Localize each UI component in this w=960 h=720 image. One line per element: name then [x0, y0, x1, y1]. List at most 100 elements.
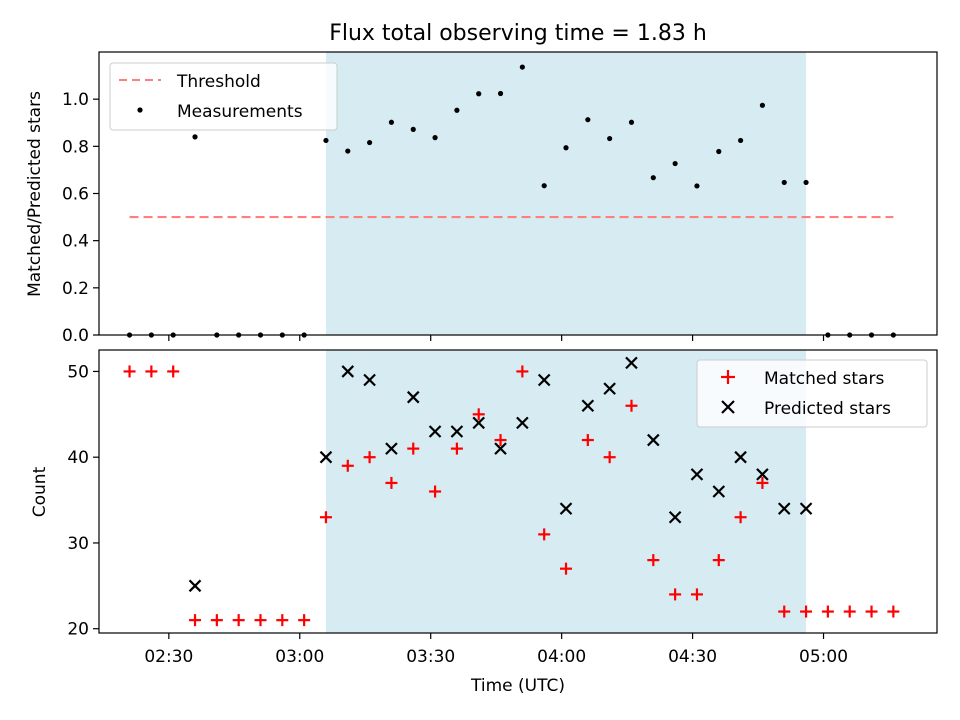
predicted-star-point	[363, 373, 376, 387]
measurement-point	[323, 137, 329, 144]
matched-star-point	[472, 408, 485, 421]
x-tick-label: 04:30	[668, 647, 717, 667]
matched-star-point	[690, 588, 703, 601]
chart-title: Flux total observing time = 1.83 h	[329, 21, 707, 46]
y-tick-label: 20	[67, 620, 89, 640]
y-tick-label: 0.0	[62, 326, 89, 346]
y-tick-label: 0.6	[62, 185, 89, 205]
predicted-star-point	[516, 416, 529, 430]
legend-measurements-swatch	[137, 107, 143, 113]
x-tick-label: 05:00	[799, 647, 848, 667]
measurement-point	[563, 145, 569, 151]
measurement-point	[519, 64, 525, 70]
measurement-point	[541, 183, 547, 189]
matched-star-point	[516, 365, 529, 378]
measurement-point	[476, 91, 482, 97]
bottom-x-axis-label: Time (UTC)	[470, 676, 565, 696]
top-legend: Threshold Measurements	[109, 62, 338, 131]
predicted-star-point	[406, 390, 420, 404]
matched-star-point	[778, 605, 791, 618]
measurement-point	[650, 175, 656, 181]
measurement-point	[803, 179, 809, 186]
predicted-star-point	[188, 579, 202, 593]
predicted-star-point	[777, 502, 791, 515]
bottom-axes-frame	[98, 349, 938, 634]
predicted-star-point	[647, 433, 660, 447]
y-tick-label: 30	[67, 534, 89, 554]
y-tick-label: 0.2	[62, 279, 89, 299]
predicted-star-point	[494, 442, 507, 455]
predicted-star-point	[319, 450, 333, 464]
top-panel: 0.0 0.2 0.4 0.6 0.8 1.0 Matched/Predicted sta…	[25, 51, 938, 346]
matched-star-point	[494, 434, 507, 447]
predicted-star-point	[712, 485, 726, 498]
bottom-legend-box	[696, 359, 928, 428]
predicted-star-point	[668, 510, 682, 524]
top-axes-frame	[98, 51, 938, 336]
predicted-star-point	[756, 468, 769, 481]
measurement-point	[367, 139, 373, 146]
measurement-point	[781, 179, 787, 186]
matched-star-point	[625, 399, 638, 412]
legend-predicted-swatch	[721, 400, 735, 414]
matched-star-point	[407, 442, 420, 455]
measurement-point	[410, 126, 416, 132]
predicted-star-point	[690, 468, 704, 481]
matched-star-point	[210, 614, 223, 627]
measurement-point	[388, 119, 395, 125]
measurement-point	[716, 148, 722, 155]
measurement-point	[628, 119, 635, 125]
predicted-star-point	[341, 365, 355, 378]
measurement-point	[672, 160, 678, 167]
top-observing-band	[325, 52, 807, 335]
legend-threshold-label: Threshold	[176, 72, 261, 92]
matched-star-point	[734, 511, 747, 524]
observing-span	[325, 52, 807, 335]
matched-star-point	[712, 554, 725, 567]
bottom-points-layer	[123, 356, 900, 627]
measurement-point	[454, 107, 460, 113]
bottom-legend: Matched stars Predicted stars	[696, 359, 928, 428]
y-tick-label: 0.4	[62, 232, 89, 252]
measurement-point	[607, 135, 613, 142]
measurement-point	[497, 90, 504, 97]
predicted-star-point	[799, 502, 813, 515]
measurement-point	[432, 135, 438, 141]
matched-star-point	[800, 605, 813, 618]
top-y-axis-label: Matched/Predicted stars	[25, 91, 45, 297]
predicted-star-point	[734, 450, 747, 464]
x-tick-label: 03:00	[275, 647, 324, 667]
y-tick-label: 40	[67, 448, 89, 468]
measurement-point	[737, 137, 744, 144]
matched-star-point	[843, 605, 856, 618]
matched-star-point	[581, 434, 594, 447]
matched-star-point	[123, 365, 136, 378]
matched-star-point	[363, 451, 376, 464]
measurement-point	[759, 102, 766, 108]
measurement-point	[694, 183, 700, 189]
legend-matched-swatch	[721, 370, 735, 384]
predicted-star-point	[537, 373, 551, 387]
top-y-ticks: 0.0 0.2 0.4 0.6 0.8 1.0	[62, 90, 99, 346]
bottom-y-axis-label: Count	[30, 466, 50, 517]
matched-star-point	[821, 605, 834, 618]
matched-star-point	[429, 485, 442, 498]
matched-star-point	[560, 562, 573, 575]
matched-star-point	[756, 476, 769, 489]
bottom-y-ticks: 20 30 40 50	[67, 362, 99, 640]
x-tick-label: 04:00	[537, 647, 586, 667]
matched-star-point	[341, 459, 354, 472]
x-tick-label: 03:30	[406, 647, 455, 667]
matched-star-point	[298, 614, 311, 627]
y-tick-label: 50	[67, 362, 89, 382]
legend-measurements-label: Measurements	[177, 102, 303, 122]
predicted-star-point	[428, 425, 442, 438]
matched-star-point	[145, 365, 158, 378]
top-legend-box	[109, 62, 338, 131]
predicted-star-point	[625, 356, 638, 370]
measurement-point	[585, 117, 591, 123]
matched-star-point	[647, 554, 660, 567]
matched-star-point	[232, 614, 245, 627]
